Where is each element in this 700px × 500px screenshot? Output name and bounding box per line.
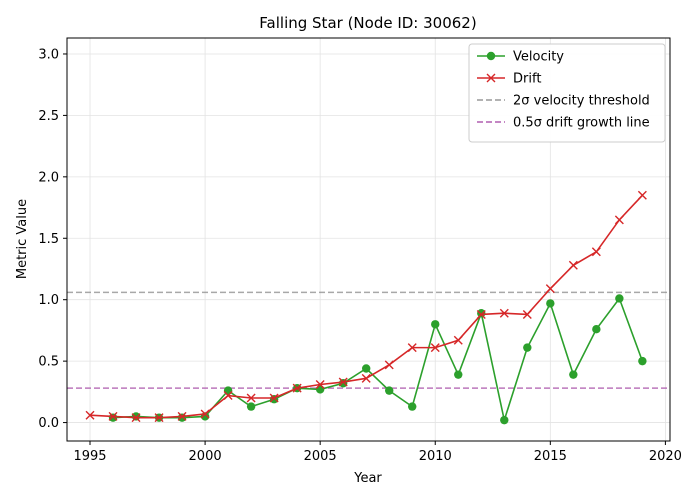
reference-lines: [67, 291, 670, 389]
y-axis-label: Metric Value: [15, 199, 30, 279]
series-line: [89, 194, 643, 419]
data-point: [177, 411, 187, 421]
x-tick-label: 2005: [304, 449, 337, 464]
chart-title: Falling Star (Node ID: 30062): [259, 14, 476, 32]
data-point: [154, 413, 164, 423]
x-axis-label: Year: [353, 471, 382, 486]
y-tick-label: 1.5: [38, 232, 59, 247]
series: [85, 190, 647, 425]
y-tick-label: 2.5: [38, 109, 59, 124]
legend-label: Velocity: [513, 50, 564, 65]
legend-label: 2σ velocity threshold: [513, 94, 650, 109]
data-point: [431, 320, 440, 329]
data-point: [614, 215, 624, 225]
data-point: [338, 377, 348, 387]
data-point: [246, 393, 256, 403]
legend-marker: [486, 73, 496, 83]
x-axis: 1995 2000 2005 2010 2015 2020: [73, 441, 682, 464]
data-point: [385, 386, 394, 395]
data-point: [454, 370, 463, 379]
series-line: [112, 296, 644, 424]
data-point: [200, 409, 210, 419]
data-point: [499, 308, 509, 318]
legend-label: Drift: [513, 72, 541, 87]
data-point: [591, 247, 601, 257]
data-point: [568, 260, 578, 270]
data-point: [522, 309, 532, 319]
data-point: [131, 412, 141, 421]
data-point: [131, 413, 141, 423]
data-point: [407, 343, 417, 353]
data-point: [361, 373, 371, 383]
x-tick-label: 2015: [534, 449, 567, 464]
series-drift: [85, 190, 647, 423]
data-point: [223, 391, 233, 401]
data-point: [361, 364, 371, 373]
data-point: [384, 360, 394, 370]
data-point: [638, 356, 647, 366]
data-point: [85, 410, 95, 420]
data-point: [108, 411, 118, 421]
data-point: [315, 379, 325, 389]
data-point: [569, 370, 578, 379]
data-point: [269, 393, 279, 403]
data-point: [615, 294, 624, 303]
data-point: [292, 383, 302, 393]
data-point: [177, 413, 187, 422]
data-point: [545, 284, 555, 294]
data-point: [430, 343, 440, 353]
data-point: [637, 190, 647, 200]
x-tick-label: 2000: [189, 449, 222, 464]
x-tick-label: 2010: [419, 449, 452, 464]
data-point: [108, 413, 118, 422]
plot-frame: [66, 37, 671, 442]
y-tick-label: 1.0: [38, 293, 59, 308]
data-point: [246, 402, 256, 411]
y-tick-label: 0.5: [38, 355, 59, 370]
data-point: [453, 335, 463, 345]
legend-box: [468, 43, 666, 143]
y-tick-label: 3.0: [38, 47, 59, 62]
x-tick-label: 2020: [649, 449, 682, 464]
y-tick-label: 2.0: [38, 170, 59, 185]
series-velocity: [108, 294, 647, 425]
data-point: [477, 309, 486, 318]
data-point: [592, 324, 601, 334]
y-axis: 0.0 0.5 1.0 1.5 2.0 2.5 3.0: [38, 47, 67, 431]
data-point: [476, 309, 486, 319]
data-point: [408, 402, 417, 411]
y-tick-label: 0.0: [38, 416, 59, 431]
legend-marker: [486, 51, 496, 61]
legend-label: 0.5σ drift growth line: [513, 116, 650, 131]
data-point: [338, 379, 348, 388]
data-point: [500, 415, 509, 425]
legend: Velocity Drift 2σ velocity threshold 0.5σ d…: [468, 43, 666, 143]
data-point: [523, 343, 532, 352]
data-point: [546, 299, 555, 308]
x-tick-label: 1995: [73, 449, 106, 464]
